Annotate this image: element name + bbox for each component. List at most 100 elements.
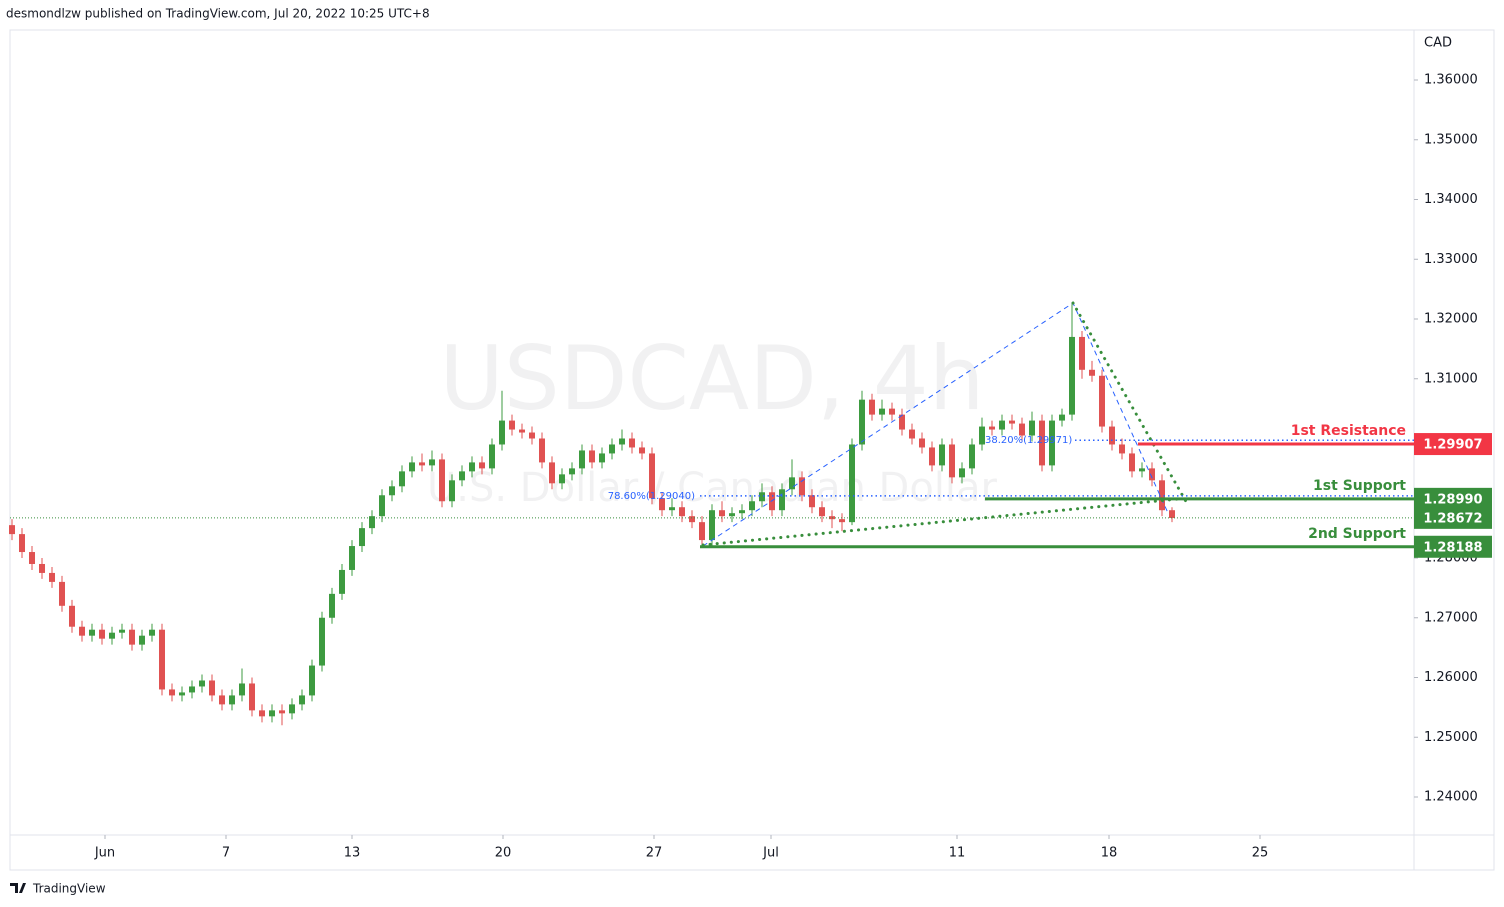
candle-body	[479, 462, 485, 469]
candle-body	[789, 477, 795, 490]
candle-body	[819, 507, 825, 517]
candle-body	[659, 498, 665, 511]
candle-body	[419, 462, 425, 466]
y-tick-label: 1.27000	[1424, 610, 1478, 625]
candle-body	[519, 429, 525, 433]
y-axis-label: CAD	[1424, 36, 1452, 51]
candle-body	[329, 593, 335, 618]
candle-body	[289, 704, 295, 714]
candle-body	[879, 408, 885, 415]
y-tick-label: 1.32000	[1424, 312, 1478, 327]
candle-body	[729, 513, 735, 517]
candle-body	[279, 710, 285, 714]
candle-body	[389, 486, 395, 496]
candle-body	[799, 477, 805, 496]
candle-body	[579, 450, 585, 469]
candle-body	[459, 471, 465, 481]
candle-body	[349, 546, 355, 570]
candle-body	[899, 414, 905, 430]
candle-body	[839, 519, 845, 523]
candle-body	[449, 480, 455, 502]
candle-body	[529, 432, 535, 439]
level-price-label: 1.28990	[1423, 492, 1482, 507]
plot-area	[9, 304, 1175, 726]
candle-body	[589, 450, 595, 463]
candle-body	[1129, 453, 1135, 472]
name-watermark: U.S. Dollar / Canadian Dollar	[427, 465, 998, 511]
y-tick-label: 1.36000	[1424, 73, 1478, 88]
candle-body	[959, 468, 965, 478]
candle-body	[269, 710, 275, 717]
candle-body	[669, 507, 675, 511]
candle-body	[159, 629, 165, 690]
candle-body	[649, 453, 655, 499]
candle-body	[49, 572, 55, 582]
candle-body	[129, 629, 135, 645]
candle-body	[1019, 423, 1025, 436]
x-tick-label: 18	[1101, 846, 1118, 861]
candle-body	[339, 569, 345, 594]
y-tick-label: 1.25000	[1424, 730, 1478, 745]
current-price-box	[1414, 506, 1492, 529]
candle-body	[39, 563, 45, 573]
candle-body	[119, 629, 125, 633]
fib-label: 78.60%(1.29040)	[608, 491, 695, 502]
candle-body	[889, 408, 895, 415]
candle-body	[749, 501, 755, 511]
candle-body	[369, 516, 375, 529]
level-price-label: 1.28188	[1423, 540, 1482, 555]
candle-body	[1039, 420, 1045, 466]
candle-body	[139, 635, 145, 645]
x-tick-label: 25	[1252, 846, 1269, 861]
y-tick-label: 1.34000	[1424, 192, 1478, 207]
author-line: desmondlzw published on TradingView.com,…	[6, 7, 430, 21]
candle-body	[379, 495, 385, 517]
candle-body	[489, 444, 495, 469]
candle-body	[909, 429, 915, 439]
candle-body	[1079, 336, 1085, 370]
candle-body	[249, 683, 255, 711]
candle-body	[69, 605, 75, 627]
candle-body	[609, 444, 615, 454]
candle-body	[679, 507, 685, 517]
candle-body	[99, 629, 105, 639]
candle-body	[599, 453, 605, 463]
candle-body	[779, 489, 785, 511]
candle-body	[969, 444, 975, 469]
candle-body	[859, 399, 865, 445]
y-tick-label: 1.31000	[1424, 371, 1478, 386]
logo-icon	[10, 883, 26, 893]
candle-body	[429, 459, 435, 466]
y-tick-label: 1.35000	[1424, 132, 1478, 147]
level-name: 1st Support	[1313, 478, 1406, 494]
candle-body	[189, 686, 195, 693]
candle-body	[1119, 444, 1125, 454]
candle-body	[319, 617, 325, 666]
candle-body	[439, 459, 445, 502]
candle-body	[1069, 336, 1075, 415]
x-tick-label: 13	[344, 846, 361, 861]
level-name: 1st Resistance	[1291, 423, 1406, 439]
candle-body	[509, 420, 515, 430]
candle-body	[639, 447, 645, 454]
x-tick-label: 27	[646, 846, 663, 861]
candle-body	[999, 420, 1005, 430]
candle-body	[169, 689, 175, 696]
candle-body	[1159, 480, 1165, 511]
candle-body	[539, 438, 545, 463]
level-box	[1414, 535, 1492, 558]
chart-frame	[9, 29, 1495, 871]
candle-body	[259, 710, 265, 717]
candle-body	[719, 510, 725, 517]
x-tick-label: Jul	[762, 846, 779, 861]
candle-body	[309, 665, 315, 696]
candle-body	[1109, 426, 1115, 445]
candle-body	[979, 426, 985, 445]
candle-body	[1049, 420, 1055, 466]
candle-body	[239, 683, 245, 696]
candle-body	[1139, 468, 1145, 472]
fib-label: 38.20%(1.29971)	[985, 435, 1072, 446]
current-price-label: 1.28672	[1423, 511, 1482, 526]
